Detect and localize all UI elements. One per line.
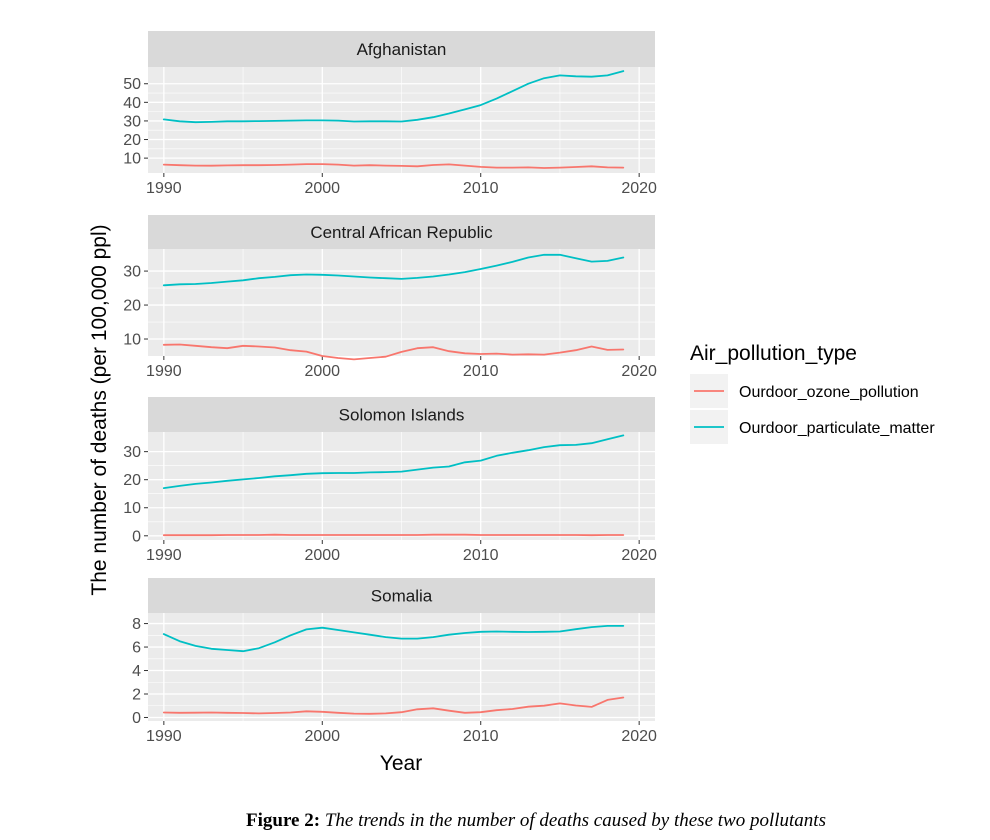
y-tick-label: 20 xyxy=(123,472,141,489)
panel-title-afghanistan: Afghanistan xyxy=(357,40,447,59)
legend: Air_pollution_type Ourdoor_ozone_polluti… xyxy=(690,342,935,444)
series-line-ourdoor-ozone-pollution-somalia xyxy=(162,696,625,715)
panel-title-solomon-islands: Solomon Islands xyxy=(339,406,465,425)
y-tick-label: 10 xyxy=(123,332,141,349)
x-tick-label: 1990 xyxy=(146,363,182,380)
x-tick-label: 1990 xyxy=(146,728,182,745)
panel-title-somalia: Somalia xyxy=(371,587,433,606)
x-tick-label: 2020 xyxy=(621,180,657,197)
panel-strip-somalia xyxy=(148,578,655,613)
series-line-ourdoor-ozone-pollution-solomon-islands xyxy=(162,533,625,537)
x-tick-label: 2010 xyxy=(463,180,499,197)
series-line-ourdoor-particulate-matter-afghanistan xyxy=(162,70,625,124)
panel-strip-central-african-republic xyxy=(148,215,655,249)
figure-caption: Figure 2: The trends in the number of de… xyxy=(0,810,990,832)
panel-title-central-african-republic: Central African Republic xyxy=(310,223,493,242)
y-tick-label: 20 xyxy=(123,298,141,315)
y-tick-label: 30 xyxy=(123,264,141,281)
x-tick-label: 2010 xyxy=(463,363,499,380)
y-tick-label: 30 xyxy=(123,113,141,130)
x-tick-label: 2000 xyxy=(304,547,340,564)
y-tick-label: 0 xyxy=(132,528,141,545)
x-tick-label: 2020 xyxy=(621,363,657,380)
y-tick-label: 20 xyxy=(123,132,141,149)
series-line-ourdoor-ozone-pollution-afghanistan xyxy=(162,163,625,169)
y-tick-label: 0 xyxy=(132,710,141,727)
legend-title: Air_pollution_type xyxy=(690,342,857,365)
series-line-ourdoor-particulate-matter-solomon-islands xyxy=(162,434,625,490)
x-tick-label: 2020 xyxy=(621,728,657,745)
x-tick-label: 1990 xyxy=(146,547,182,564)
y-tick-label: 10 xyxy=(123,151,141,168)
x-tick-label: 2000 xyxy=(304,728,340,745)
x-tick-label: 2000 xyxy=(304,363,340,380)
y-tick-label: 40 xyxy=(123,95,141,112)
y-tick-label: 50 xyxy=(123,76,141,93)
x-axis-title: Year xyxy=(380,752,422,775)
panel-strip-afghanistan xyxy=(148,31,655,67)
panel-strip-solomon-islands xyxy=(148,397,655,432)
y-tick-label: 30 xyxy=(123,444,141,461)
y-tick-label: 10 xyxy=(123,500,141,517)
x-tick-label: 1990 xyxy=(146,180,182,197)
x-tick-label: 2010 xyxy=(463,728,499,745)
series-line-ourdoor-particulate-matter-central-african-republic xyxy=(162,253,625,287)
y-tick-label: 8 xyxy=(132,616,141,633)
caption-text: The trends in the number of deaths cause… xyxy=(324,810,826,831)
x-tick-label: 2020 xyxy=(621,547,657,564)
panel-somalia: Somalia 1990 2000 2010 2020 0 2 4 6 8 xyxy=(132,578,657,745)
panel-solomon-islands: Solomon Islands 1990 2000 2010 2020 0 10 20 30 xyxy=(123,397,657,564)
y-tick-label: 4 xyxy=(132,663,141,680)
legend-label-ozone: Ourdoor_ozone_pollution xyxy=(739,384,919,401)
x-tick-label: 2010 xyxy=(463,547,499,564)
y-axis-title: The number of deaths (per 100,000 ppl) xyxy=(88,224,111,595)
series-line-ourdoor-particulate-matter-somalia xyxy=(162,625,625,653)
legend-label-particulate: Ourdoor_particulate_matter xyxy=(739,420,935,437)
y-tick-label: 2 xyxy=(132,687,141,704)
caption-label: Figure 2: xyxy=(246,810,321,831)
y-tick-label: 6 xyxy=(132,640,141,657)
x-tick-label: 2000 xyxy=(304,180,340,197)
series-line-ourdoor-ozone-pollution-central-african-republic xyxy=(162,343,625,361)
